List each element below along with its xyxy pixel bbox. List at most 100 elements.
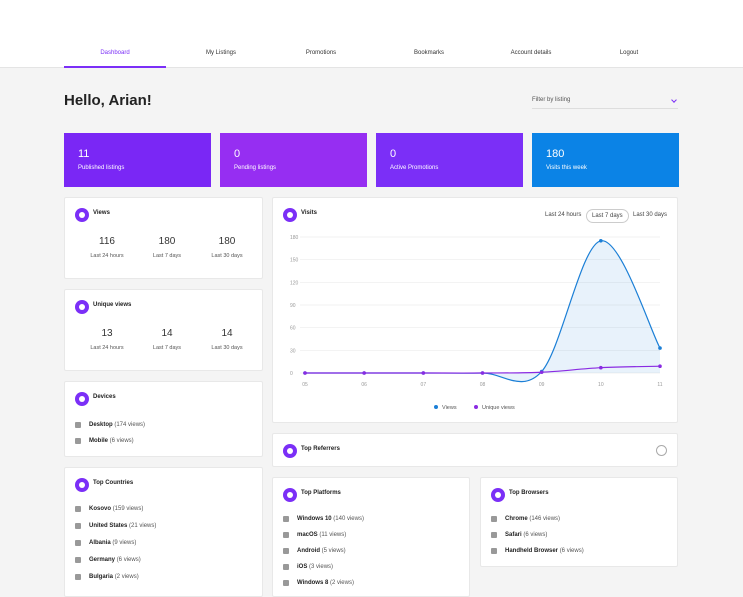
platforms-card: Top Platforms Windows 10 (140 views) macOS… xyxy=(272,477,470,597)
expand-button[interactable] xyxy=(656,445,667,456)
metric-value: 13 xyxy=(101,328,113,339)
metric-value: 180 xyxy=(218,236,236,247)
stat-card: 0 Active Promotions xyxy=(376,133,523,187)
item-name: Kosovo xyxy=(89,506,112,512)
views-card: Views 116 Last 24 hours 180 Last 7 days 180 La… xyxy=(64,197,263,279)
nav-item[interactable]: My Listings xyxy=(205,50,236,56)
nav-item[interactable]: Bookmarks xyxy=(413,50,444,56)
metric: 180 Last 30 days xyxy=(197,236,257,259)
item-name: Chrome xyxy=(505,516,528,522)
list-item: Handheld Browser (6 views) xyxy=(491,548,584,554)
list-item: United States (21 views) xyxy=(75,523,156,529)
card-title: Devices xyxy=(93,394,116,400)
nav-item[interactable]: Dashboard xyxy=(100,50,130,56)
item-name: Albania xyxy=(89,540,111,546)
list-item: Albania (9 views) xyxy=(75,540,136,546)
list-item: Desktop (174 views) xyxy=(75,422,145,428)
item-count: (2 views) xyxy=(114,574,139,580)
card-title: Visits xyxy=(301,210,317,216)
metric-label: Last 30 days xyxy=(211,345,243,351)
item-count: (6 views) xyxy=(523,532,548,538)
item-count: (5 views) xyxy=(321,548,346,554)
stat-card: 0 Pending listings xyxy=(220,133,367,187)
metric-label: Last 24 hours xyxy=(90,253,124,259)
item-name: Handheld Browser xyxy=(505,548,559,554)
nav-item[interactable]: Promotions xyxy=(305,50,337,56)
item-name: United States xyxy=(89,523,128,529)
metric-label: Last 7 days xyxy=(152,345,182,351)
metric-value: 14 xyxy=(221,328,233,339)
item-name: Windows 8 xyxy=(297,580,329,586)
card-title: Top Countries xyxy=(93,480,134,486)
list-item: Germany (6 views) xyxy=(75,557,141,563)
range-tab[interactable]: Last 7 days xyxy=(586,209,629,223)
stat-value: 11 xyxy=(78,148,90,160)
item-count: (21 views) xyxy=(129,523,157,529)
metric: 14 Last 30 days xyxy=(197,328,257,351)
item-count: (2 views) xyxy=(329,580,354,586)
card-title: Top Platforms xyxy=(301,490,341,496)
range-tab[interactable]: Last 24 hours xyxy=(545,212,582,218)
metric-label: Last 30 days xyxy=(211,253,243,259)
metric: 116 Last 24 hours xyxy=(77,236,137,259)
item-count: (6 views) xyxy=(559,548,584,554)
nav-item[interactable]: Logout xyxy=(619,50,639,56)
filter-select[interactable]: Filter by listing xyxy=(532,97,678,109)
item-name: Desktop xyxy=(89,422,113,428)
card-title: Views xyxy=(93,210,110,216)
stat-label: Pending listings xyxy=(234,165,277,171)
metric-value: 14 xyxy=(161,328,173,339)
stat-value: 180 xyxy=(546,148,565,160)
item-name: Bulgaria xyxy=(89,574,114,580)
item-name: iOS xyxy=(297,564,308,570)
list-item: Windows 10 (140 views) xyxy=(283,516,364,522)
referrers-card[interactable]: Top Referrers xyxy=(272,433,678,467)
item-count: (146 views) xyxy=(529,516,561,522)
list-item: Windows 8 (2 views) xyxy=(283,580,354,586)
item-count: (174 views) xyxy=(114,422,146,428)
item-count: (11 views) xyxy=(319,532,347,538)
item-name: Android xyxy=(297,548,320,554)
metric: 14 Last 7 days xyxy=(137,328,197,351)
list-item: Safari (6 views) xyxy=(491,532,547,538)
list-item: Chrome (146 views) xyxy=(491,516,560,522)
metric: 180 Last 7 days xyxy=(137,236,197,259)
item-name: Germany xyxy=(89,557,116,563)
active-underline xyxy=(64,66,166,68)
card-title: Unique views xyxy=(93,302,132,308)
item-count: (140 views) xyxy=(333,516,364,522)
stat-card: 180 Visits this week xyxy=(532,133,679,187)
metric-value: 180 xyxy=(158,236,176,247)
stat-value: 0 xyxy=(234,148,241,160)
browsers-card: Top Browsers Chrome (146 views) Safari (6 … xyxy=(480,477,678,567)
stat-card: 11 Published listings xyxy=(64,133,211,187)
metric-label: Last 7 days xyxy=(152,253,182,259)
card-title: Top Browsers xyxy=(509,490,549,496)
chart-card: Visits xyxy=(272,197,678,423)
item-count: (6 views) xyxy=(116,557,141,563)
item-count: (9 views) xyxy=(112,540,137,546)
range-tab[interactable]: Last 30 days xyxy=(633,212,668,218)
greeting: Hello, Arian! xyxy=(64,92,152,109)
list-item: Mobile (6 views) xyxy=(75,438,134,444)
item-count: (6 views) xyxy=(109,438,134,444)
item-name: Windows 10 xyxy=(297,516,332,522)
stat-label: Published listings xyxy=(78,165,125,171)
unique-card: Unique views 13 Last 24 hours 14 Last 7 days… xyxy=(64,289,263,371)
stat-label: Visits this week xyxy=(546,165,587,171)
list-item: macOS (11 views) xyxy=(283,532,346,538)
card-title: Top Referrers xyxy=(301,446,340,452)
nav-item[interactable]: Account details xyxy=(510,50,552,56)
item-name: Safari xyxy=(505,532,522,538)
list-item: Bulgaria (2 views) xyxy=(75,574,139,580)
metric-value: 116 xyxy=(99,236,115,247)
stat-label: Active Promotions xyxy=(390,165,439,171)
metric: 13 Last 24 hours xyxy=(77,328,137,351)
item-count: (159 views) xyxy=(112,506,144,512)
stat-value: 0 xyxy=(390,148,397,160)
item-count: (3 views) xyxy=(309,564,334,570)
list-item: iOS (3 views) xyxy=(283,564,333,570)
item-name: Mobile xyxy=(89,438,108,444)
countries-card: Top Countries Kosovo (159 views) United St… xyxy=(64,467,263,597)
